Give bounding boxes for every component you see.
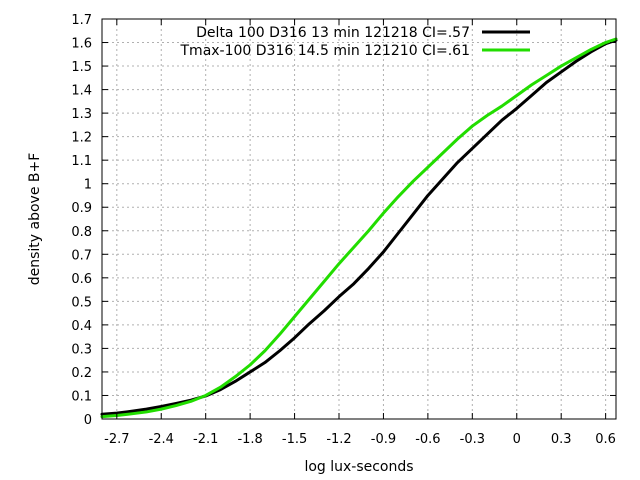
y-tick-label: 0.1	[71, 389, 92, 404]
x-tick-label: 0	[513, 432, 521, 447]
x-tick-label: -0.6	[415, 432, 440, 447]
x-axis-label: log lux-seconds	[304, 459, 413, 475]
series-group	[100, 37, 618, 419]
y-tick-label: 0.7	[71, 248, 92, 263]
x-tick-label: -0.9	[371, 432, 396, 447]
y-tick-label: 0.3	[71, 342, 92, 357]
y-axis-label: density above B+F	[27, 153, 43, 286]
x-tick-label: -2.4	[149, 432, 174, 447]
x-tick-label: -1.2	[326, 432, 351, 447]
x-tick-label: -0.3	[460, 432, 485, 447]
y-tick-label: 0.5	[71, 295, 92, 310]
x-tick-labels: -2.7 -2.4 -2.1 -1.8 -1.5 -1.2 -0.9 -0.6 -0.3 0 0.3…	[104, 432, 616, 447]
y-tick-label: 0.2	[71, 366, 92, 381]
x-tick-label: 0.6	[595, 432, 616, 447]
plot-frame	[101, 18, 617, 420]
x-tick-label: -1.8	[237, 432, 262, 447]
y-tick-label: 1	[84, 178, 92, 193]
grid	[102, 19, 616, 419]
legend-label-2: Tmax-100 D316 14.5 min 121210 CI=.61	[180, 43, 471, 59]
y-tick-label: 1.7	[71, 13, 92, 28]
axis-ticks	[102, 18, 616, 420]
y-tick-label: 0	[84, 413, 92, 428]
y-tick-label: 0.9	[71, 201, 92, 216]
legend-label-1: Delta 100 D316 13 min 121218 CI=.57	[196, 25, 470, 41]
y-tick-label: 0.8	[71, 225, 92, 240]
y-tick-label: 0.4	[71, 319, 92, 334]
series-line-1	[100, 38, 618, 416]
y-tick-label: 1.1	[71, 154, 92, 169]
x-tick-label: 0.3	[551, 432, 572, 447]
y-tick-label: 0.6	[71, 272, 92, 287]
legend: Delta 100 D316 13 min 121218 CI=.57 Tmax-…	[180, 25, 530, 59]
x-tick-label: -1.5	[282, 432, 307, 447]
y-tick-label: 1.2	[71, 131, 92, 146]
series-line-2	[100, 37, 618, 419]
y-tick-label: 1.5	[71, 60, 92, 75]
y-tick-label: 1.3	[71, 107, 92, 122]
y-tick-labels: 0 0.1 0.2 0.3 0.4 0.5 0.6 0.7 0.8 0.9 1 1.1 1.2 1.3 1.…	[71, 13, 92, 428]
y-tick-label: 1.4	[71, 84, 92, 99]
x-tick-label: -2.1	[193, 432, 218, 447]
y-tick-label: 1.6	[71, 37, 92, 52]
x-tick-label: -2.7	[104, 432, 129, 447]
